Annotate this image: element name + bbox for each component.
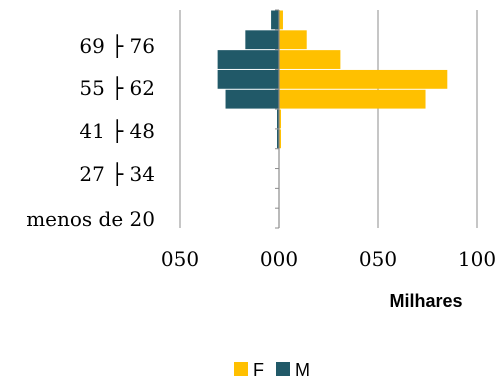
bar-f-9 bbox=[279, 30, 307, 50]
y-tick-label-1: 27 ├ 34 bbox=[79, 162, 155, 186]
x-tick-label-3: 100 bbox=[458, 247, 496, 271]
bar-f-6 bbox=[279, 89, 426, 109]
bar-f-5 bbox=[279, 109, 281, 129]
x-tick-label-1: 000 bbox=[260, 247, 298, 271]
y-tick-label-2: 41 ├ 48 bbox=[79, 119, 155, 143]
bar-m-10 bbox=[271, 10, 279, 30]
bar-m-5 bbox=[277, 109, 279, 129]
y-tick-label-4: 69 ├ 76 bbox=[79, 34, 155, 58]
y-tick-label-3: 55 ├ 62 bbox=[79, 76, 155, 100]
bar-f-4 bbox=[279, 129, 281, 149]
legend-label-f: F bbox=[253, 360, 264, 380]
center-axis bbox=[275, 9, 280, 229]
bar-f-8 bbox=[279, 50, 341, 69]
gridlines bbox=[179, 10, 478, 228]
bar-f-7 bbox=[279, 69, 448, 89]
x-tick-label-0: 050 bbox=[161, 247, 199, 271]
bars bbox=[217, 10, 448, 149]
y-tick-label-0: menos de 20 bbox=[26, 207, 155, 231]
x-tick-label-2: 050 bbox=[359, 247, 397, 271]
legend-swatch-m bbox=[276, 362, 290, 376]
bar-f-10 bbox=[279, 10, 283, 30]
bar-m-7 bbox=[217, 69, 279, 89]
bar-m-8 bbox=[217, 50, 279, 69]
bar-m-9 bbox=[245, 30, 279, 50]
y-tick-labels: menos de 20 27 ├ 34 41 ├ 48 55 ├ 62 69 ├ 76 bbox=[26, 34, 155, 231]
bar-m-4 bbox=[277, 129, 279, 149]
legend-swatch-f bbox=[234, 362, 248, 376]
x-tick-labels: 050 000 050 100 bbox=[161, 247, 496, 271]
legend-label-m: M bbox=[295, 360, 310, 380]
bar-m-6 bbox=[225, 89, 279, 109]
x-axis-title: Milhares bbox=[389, 291, 462, 311]
